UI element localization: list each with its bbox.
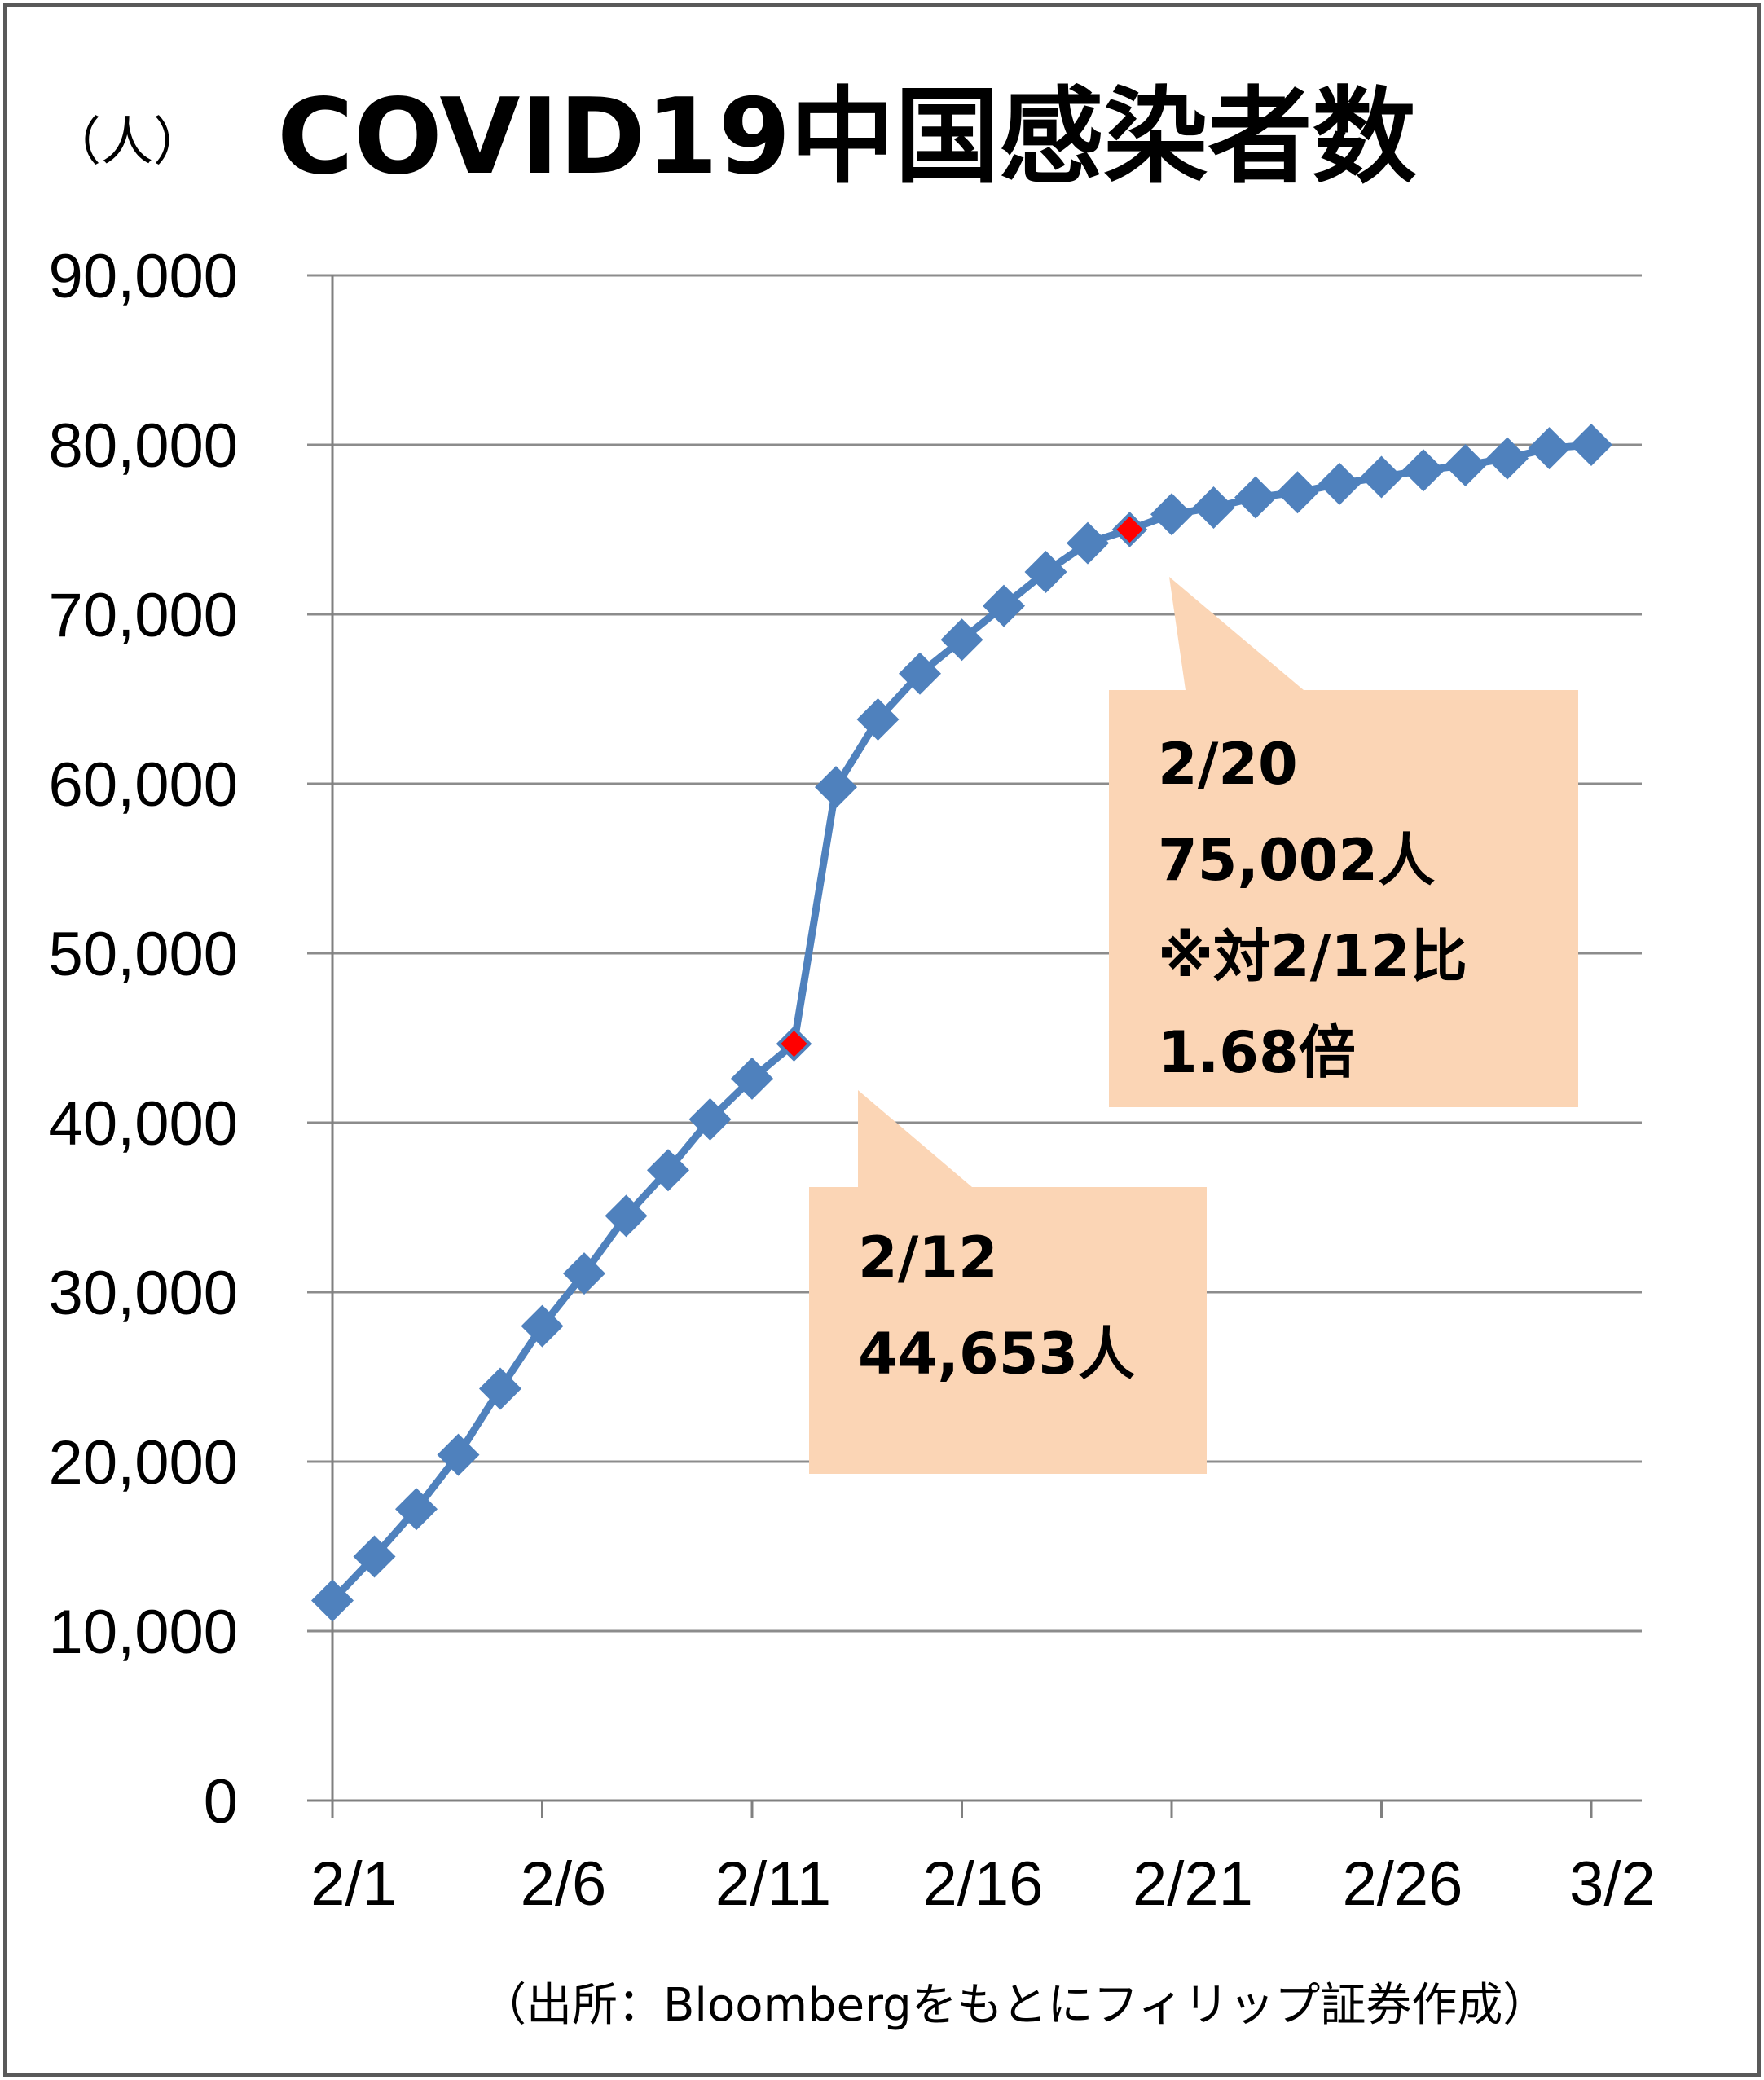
callout-text: 1.68倍 [1158, 1019, 1356, 1086]
x-tick-label: 2/6 [521, 1849, 607, 1919]
callout-text: ※対2/12比 [1158, 923, 1467, 990]
x-tick-label: 2/16 [923, 1849, 1044, 1919]
data-point [1318, 462, 1361, 505]
data-point [1360, 455, 1403, 499]
data-point [815, 766, 857, 809]
y-tick-label: 10,000 [49, 1598, 238, 1667]
y-tick-label: 80,000 [49, 411, 238, 481]
callout-text: 2/12 [858, 1225, 998, 1291]
callout-box [809, 1187, 1207, 1474]
data-point [1444, 443, 1487, 486]
data-point [1150, 493, 1193, 536]
x-tick-label: 2/21 [1133, 1849, 1253, 1919]
y-tick-label: 20,000 [49, 1428, 238, 1497]
highlight-marker [776, 1026, 812, 1062]
callout-pointer [858, 1090, 972, 1187]
x-tick-label: 2/11 [715, 1849, 831, 1919]
y-tick-label: 70,000 [49, 581, 238, 650]
x-tick-label: 2/1 [310, 1849, 397, 1919]
y-tick-labels: 0 10,000 20,000 30,000 40,000 50,000 60,000 70,… [49, 242, 238, 1836]
callout-text: 75,002人 [1158, 827, 1435, 894]
callout-pointer [1169, 577, 1304, 690]
data-point [899, 652, 941, 695]
callout-box [1109, 690, 1578, 1107]
data-point [311, 1579, 354, 1622]
data-point [688, 1097, 732, 1141]
y-tick-label: 50,000 [49, 920, 238, 989]
data-point [563, 1252, 605, 1295]
data-point [731, 1057, 773, 1100]
data-point [647, 1149, 689, 1192]
data-point [353, 1535, 396, 1578]
x-tick-labels: 2/1 2/6 2/11 2/16 2/21 2/26 3/2 [310, 1849, 1656, 1919]
highlight-marker [1111, 512, 1148, 547]
data-point [1402, 449, 1445, 492]
series [311, 424, 1612, 1622]
data-point [521, 1304, 564, 1348]
data-point [1570, 424, 1612, 466]
data-point [1528, 427, 1571, 470]
y-tick-label: 0 [204, 1767, 238, 1836]
y-unit-label: （人） [49, 112, 205, 173]
chart-frame [3, 3, 1761, 2077]
x-tick-label: 3/2 [1569, 1849, 1656, 1919]
data-point [1486, 437, 1529, 480]
callouts: 2/12 44,653人 2/20 75,002人 ※対2/12比 1.68倍 [809, 577, 1578, 1474]
y-tick-label: 30,000 [49, 1259, 238, 1328]
data-point [479, 1367, 521, 1410]
data-point [983, 584, 1025, 627]
data-point [1192, 486, 1235, 529]
data-point [1067, 521, 1109, 565]
data-point [940, 618, 983, 662]
y-tick-label: 60,000 [49, 750, 238, 820]
y-tick-label: 40,000 [49, 1089, 238, 1159]
data-point [1234, 476, 1277, 519]
data-point [1276, 471, 1319, 514]
axes [307, 275, 1642, 1818]
chart-title: COVID19中国感染者数 [277, 77, 1416, 198]
x-tick-label: 2/26 [1343, 1849, 1463, 1919]
data-point [395, 1488, 438, 1531]
callout-text: 44,653人 [858, 1321, 1135, 1387]
y-tick-label: 90,000 [49, 242, 238, 311]
data-point [856, 697, 900, 741]
data-point [1024, 551, 1067, 593]
data-point [605, 1194, 648, 1238]
source-note: （出所：Bloombergをもとにフィリップ証券作成） [481, 1979, 1548, 2032]
data-point [437, 1433, 480, 1476]
callout-text: 2/20 [1158, 731, 1298, 798]
